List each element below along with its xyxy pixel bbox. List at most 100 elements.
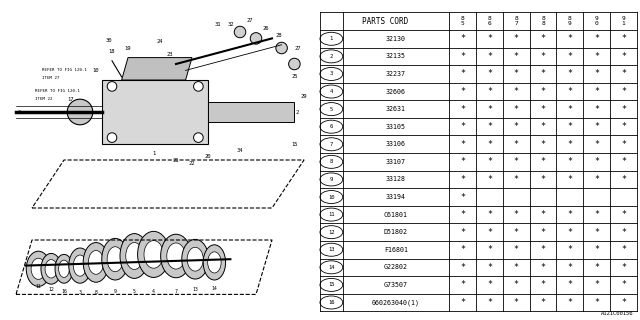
Text: *: * xyxy=(460,140,465,149)
Text: *: * xyxy=(621,298,626,307)
Text: 16: 16 xyxy=(61,289,67,294)
Text: *: * xyxy=(541,105,545,114)
Text: *: * xyxy=(541,245,545,254)
Circle shape xyxy=(320,226,343,239)
Text: 3: 3 xyxy=(79,291,81,295)
Text: 22: 22 xyxy=(189,161,195,166)
Text: 15: 15 xyxy=(291,141,298,147)
Text: ITEM 27: ITEM 27 xyxy=(42,76,59,80)
Text: *: * xyxy=(621,52,626,61)
Text: 1: 1 xyxy=(152,151,156,156)
Text: 28: 28 xyxy=(275,33,282,38)
Text: *: * xyxy=(594,263,599,272)
Text: *: * xyxy=(460,298,465,307)
Text: C61801: C61801 xyxy=(384,212,408,218)
Text: *: * xyxy=(460,69,465,78)
Text: *: * xyxy=(514,87,519,96)
Text: ITEM 22: ITEM 22 xyxy=(35,97,52,101)
Circle shape xyxy=(320,296,343,309)
Text: *: * xyxy=(487,210,492,219)
Text: 32: 32 xyxy=(227,21,234,27)
Text: *: * xyxy=(594,140,599,149)
Text: 5: 5 xyxy=(133,289,136,294)
Ellipse shape xyxy=(120,234,149,278)
Text: *: * xyxy=(567,298,572,307)
Text: *: * xyxy=(567,263,572,272)
Text: *: * xyxy=(621,175,626,184)
Text: *: * xyxy=(567,157,572,166)
Circle shape xyxy=(320,155,343,168)
Text: *: * xyxy=(514,69,519,78)
Text: *: * xyxy=(514,122,519,131)
Circle shape xyxy=(67,99,93,125)
Text: *: * xyxy=(541,69,545,78)
Text: 21: 21 xyxy=(173,157,179,163)
Ellipse shape xyxy=(107,247,124,272)
Text: 2: 2 xyxy=(330,54,333,59)
Text: *: * xyxy=(541,34,545,43)
Text: 33105: 33105 xyxy=(386,124,406,130)
Text: *: * xyxy=(487,52,492,61)
Circle shape xyxy=(320,173,343,186)
Text: 33128: 33128 xyxy=(386,176,406,182)
Text: *: * xyxy=(514,157,519,166)
Text: *: * xyxy=(567,228,572,237)
Text: *: * xyxy=(460,87,465,96)
Text: *: * xyxy=(621,157,626,166)
Circle shape xyxy=(320,190,343,204)
Text: *: * xyxy=(621,122,626,131)
Text: 14: 14 xyxy=(212,285,217,291)
Ellipse shape xyxy=(83,243,109,282)
Text: D51802: D51802 xyxy=(384,229,408,235)
Text: *: * xyxy=(541,298,545,307)
Text: 8
6: 8 6 xyxy=(488,16,492,27)
Text: *: * xyxy=(460,52,465,61)
Text: *: * xyxy=(487,175,492,184)
Ellipse shape xyxy=(207,252,221,273)
Text: 060263040(1): 060263040(1) xyxy=(372,299,420,306)
Text: *: * xyxy=(514,52,519,61)
Text: *: * xyxy=(594,34,599,43)
Circle shape xyxy=(276,42,287,54)
Text: 2: 2 xyxy=(296,109,300,115)
Text: 34: 34 xyxy=(237,148,243,153)
Text: 6: 6 xyxy=(330,124,333,129)
Text: 16: 16 xyxy=(328,300,335,305)
Text: *: * xyxy=(460,210,465,219)
Ellipse shape xyxy=(41,253,61,284)
Text: *: * xyxy=(621,34,626,43)
Text: *: * xyxy=(621,245,626,254)
Text: *: * xyxy=(594,298,599,307)
Text: 26: 26 xyxy=(262,26,269,31)
Circle shape xyxy=(193,133,204,142)
Text: 9
1: 9 1 xyxy=(621,16,625,27)
Text: 4: 4 xyxy=(330,89,333,94)
Text: *: * xyxy=(460,263,465,272)
Text: 15: 15 xyxy=(328,282,335,287)
Text: *: * xyxy=(567,175,572,184)
Text: G22802: G22802 xyxy=(384,264,408,270)
Text: 23: 23 xyxy=(166,52,173,57)
Text: 8: 8 xyxy=(95,290,97,295)
Circle shape xyxy=(250,33,262,44)
Text: *: * xyxy=(567,34,572,43)
Text: *: * xyxy=(621,263,626,272)
Text: *: * xyxy=(487,122,492,131)
Polygon shape xyxy=(208,102,294,122)
Text: 20: 20 xyxy=(205,154,211,159)
Ellipse shape xyxy=(138,231,170,277)
Circle shape xyxy=(193,82,204,91)
Text: 11: 11 xyxy=(328,212,335,217)
Circle shape xyxy=(234,26,246,38)
Text: 10: 10 xyxy=(93,68,99,73)
Text: 18: 18 xyxy=(109,49,115,54)
Text: REFER TO FIG 120-1: REFER TO FIG 120-1 xyxy=(35,89,80,93)
Text: 32237: 32237 xyxy=(386,71,406,77)
Text: *: * xyxy=(541,157,545,166)
Text: 32631: 32631 xyxy=(386,106,406,112)
Text: *: * xyxy=(460,193,465,202)
Circle shape xyxy=(320,68,343,80)
Text: *: * xyxy=(594,52,599,61)
Circle shape xyxy=(108,133,116,142)
Text: *: * xyxy=(541,122,545,131)
